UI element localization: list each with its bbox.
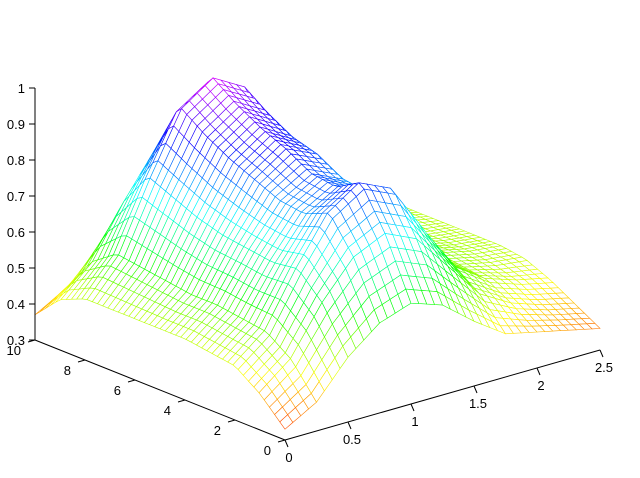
y-tick-mark xyxy=(177,399,186,403)
z-tick-label: 1 xyxy=(18,81,25,96)
x-tick-label: 1.5 xyxy=(469,396,487,411)
x-tick-label: 2.5 xyxy=(595,360,613,375)
y-tick-mark xyxy=(277,439,286,443)
y-tick-mark xyxy=(127,379,136,383)
y-tick-mark xyxy=(77,359,86,363)
y-tick-label: 0 xyxy=(264,443,271,458)
surface-cell xyxy=(586,322,601,330)
y-tick-label: 8 xyxy=(64,363,71,378)
y-tick-label: 10 xyxy=(7,343,21,358)
x-tick-mark xyxy=(599,349,604,358)
z-tick-label: 0.9 xyxy=(7,117,25,132)
z-tick-label: 0.3 xyxy=(7,333,25,348)
x-tick-label: 0.5 xyxy=(343,432,361,447)
y-tick-mark xyxy=(227,419,236,423)
x-tick-label: 2 xyxy=(537,378,544,393)
x-tick-mark xyxy=(284,439,289,448)
x-tick-mark xyxy=(347,421,352,430)
z-tick-label: 0.8 xyxy=(7,153,25,168)
x-axis-line xyxy=(284,349,601,441)
z-tick-label: 0.5 xyxy=(7,261,25,276)
y-tick-label: 2 xyxy=(214,423,221,438)
z-tick-label: 0.7 xyxy=(7,189,25,204)
y-tick-label: 6 xyxy=(114,383,121,398)
x-tick-label: 1 xyxy=(411,414,418,429)
x-tick-mark xyxy=(473,385,478,394)
x-tick-mark xyxy=(410,403,415,412)
axes: 0 0.5 1 1.5 2 2.5 0 2 4 6 8 100.3 0.4 0.5 0.6 0.7 0.8 0.9… xyxy=(7,81,614,465)
y-axis-line xyxy=(34,339,286,441)
x-tick-mark xyxy=(536,367,541,376)
z-tick-label: 0.6 xyxy=(7,225,25,240)
y-tick-label: 4 xyxy=(164,403,171,418)
z-tick-label: 0.4 xyxy=(7,297,25,312)
x-tick-label: 0 xyxy=(285,450,292,465)
surface-mesh xyxy=(34,77,601,430)
